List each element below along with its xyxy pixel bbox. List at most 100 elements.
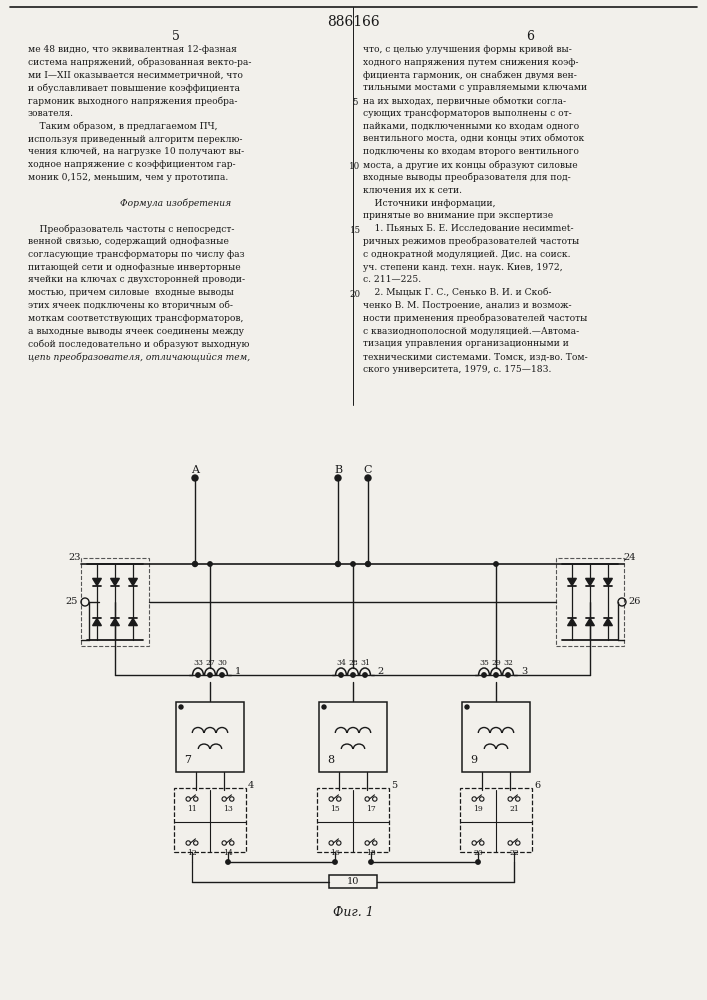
Text: питающей сети и однофазные инверторные: питающей сети и однофазные инверторные bbox=[28, 263, 240, 272]
Bar bbox=[460, 788, 532, 852]
Polygon shape bbox=[110, 578, 119, 586]
Text: с. 211—225.: с. 211—225. bbox=[363, 275, 421, 284]
Circle shape bbox=[179, 705, 183, 709]
Text: 24: 24 bbox=[624, 554, 636, 562]
Text: Таким образом, в предлагаемом ПЧ,: Таким образом, в предлагаемом ПЧ, bbox=[28, 122, 218, 131]
Text: подключены ко входам второго вентильного: подключены ко входам второго вентильного bbox=[363, 147, 579, 156]
Text: 34: 34 bbox=[336, 659, 346, 667]
Circle shape bbox=[322, 705, 326, 709]
Text: система напряжений, образованная векто­ра-: система напряжений, образованная векто­р… bbox=[28, 58, 252, 67]
Circle shape bbox=[192, 562, 197, 566]
Text: 15: 15 bbox=[349, 226, 361, 235]
Polygon shape bbox=[129, 578, 137, 586]
Circle shape bbox=[336, 562, 341, 566]
Text: B: B bbox=[334, 465, 342, 475]
Text: 26: 26 bbox=[629, 597, 641, 606]
Text: моста, а другие их концы образуют силовые: моста, а другие их концы образуют силовы… bbox=[363, 160, 578, 170]
Text: 9: 9 bbox=[470, 755, 477, 765]
Text: 5: 5 bbox=[352, 98, 358, 107]
Circle shape bbox=[465, 705, 469, 709]
Text: 6: 6 bbox=[526, 30, 534, 43]
Text: моник 0,152, меньшим, чем у прототипа.: моник 0,152, меньшим, чем у прототипа. bbox=[28, 173, 228, 182]
Bar bbox=[556, 558, 624, 646]
Text: ме 48 видно, что эквивалентная 12-фазная: ме 48 видно, что эквивалентная 12-фазная bbox=[28, 45, 237, 54]
Polygon shape bbox=[604, 618, 612, 626]
Text: 19: 19 bbox=[473, 805, 483, 813]
Text: ми I—XII оказывается несимметричной, что: ми I—XII оказывается несимметричной, что bbox=[28, 71, 243, 80]
Text: используя приведенный алгоритм переклю-: используя приведенный алгоритм переклю- bbox=[28, 135, 243, 144]
Text: 8: 8 bbox=[327, 755, 334, 765]
Circle shape bbox=[481, 673, 486, 677]
Circle shape bbox=[335, 475, 341, 481]
Bar bbox=[329, 875, 377, 888]
Text: 4: 4 bbox=[248, 782, 254, 790]
Polygon shape bbox=[585, 618, 595, 626]
Circle shape bbox=[339, 673, 343, 677]
Text: согласующие трансформаторы по числу фаз: согласующие трансформаторы по числу фаз bbox=[28, 250, 245, 259]
Circle shape bbox=[196, 673, 200, 677]
Polygon shape bbox=[568, 578, 576, 586]
Circle shape bbox=[351, 673, 355, 677]
Text: на их выходах, первичные обмотки согла-: на их выходах, первичные обмотки согла- bbox=[363, 96, 566, 106]
Text: 30: 30 bbox=[217, 659, 227, 667]
Text: Преобразователь частоты с непосредст-: Преобразователь частоты с непосредст- bbox=[28, 224, 235, 234]
Text: гармоник выходного напряжения преобра-: гармоник выходного напряжения преобра- bbox=[28, 96, 238, 106]
Text: что, с целью улучшения формы кривой вы-: что, с целью улучшения формы кривой вы- bbox=[363, 45, 572, 54]
Text: сующих трансформаторов выполнены с от-: сующих трансформаторов выполнены с от- bbox=[363, 109, 572, 118]
Text: ключения их к сети.: ключения их к сети. bbox=[363, 186, 462, 195]
Bar bbox=[174, 788, 246, 852]
Text: 11: 11 bbox=[187, 805, 197, 813]
Text: 14: 14 bbox=[223, 849, 233, 857]
Circle shape bbox=[208, 562, 212, 566]
Text: мостью, причем силовые  входные выводы: мостью, причем силовые входные выводы bbox=[28, 288, 234, 297]
Text: 29: 29 bbox=[491, 659, 501, 667]
Circle shape bbox=[220, 673, 224, 677]
Text: Формула изобретения: Формула изобретения bbox=[120, 199, 232, 208]
Text: собой последовательно и образуют выходную: собой последовательно и образуют выходну… bbox=[28, 339, 250, 349]
Text: 17: 17 bbox=[366, 805, 376, 813]
Text: а выходные выводы ячеек соединены между: а выходные выводы ячеек соединены между bbox=[28, 327, 244, 336]
Text: с однократной модуляцией. Дис. на соиск.: с однократной модуляцией. Дис. на соиск. bbox=[363, 250, 571, 259]
Text: пайками, подключенными ко входам одного: пайками, подключенными ко входам одного bbox=[363, 122, 579, 131]
Polygon shape bbox=[93, 618, 101, 626]
Circle shape bbox=[365, 475, 371, 481]
Text: Фиг. 1: Фиг. 1 bbox=[332, 906, 373, 918]
Text: 2: 2 bbox=[378, 666, 384, 676]
Text: цепь преобразователя, отличающийся тем,: цепь преобразователя, отличающийся тем, bbox=[28, 352, 250, 362]
Text: 13: 13 bbox=[223, 805, 233, 813]
Circle shape bbox=[493, 673, 498, 677]
Text: 31: 31 bbox=[360, 659, 370, 667]
Text: 15: 15 bbox=[330, 805, 340, 813]
Bar bbox=[462, 702, 530, 772]
Text: моткам соответствующих трансформаторов,: моткам соответствующих трансформаторов, bbox=[28, 314, 243, 323]
Text: 35: 35 bbox=[479, 659, 489, 667]
Text: 1: 1 bbox=[235, 666, 241, 676]
Text: ячейки на ключах с двухсторонней проводи-: ячейки на ключах с двухсторонней проводи… bbox=[28, 275, 245, 284]
Text: 3: 3 bbox=[521, 666, 527, 676]
Text: венной связью, содержащий однофазные: венной связью, содержащий однофазные bbox=[28, 237, 229, 246]
Text: 16: 16 bbox=[330, 849, 340, 857]
Circle shape bbox=[369, 860, 373, 864]
Text: 27: 27 bbox=[205, 659, 215, 667]
Text: 22: 22 bbox=[509, 849, 519, 857]
Circle shape bbox=[351, 562, 355, 566]
Text: этих ячеек подключены ко вторичным об-: этих ячеек подключены ко вторичным об- bbox=[28, 301, 233, 310]
Text: зователя.: зователя. bbox=[28, 109, 74, 118]
Text: техническими системами. Томск, изд-во. Том-: техническими системами. Томск, изд-во. Т… bbox=[363, 352, 588, 361]
Text: 5: 5 bbox=[391, 782, 397, 790]
Text: C: C bbox=[363, 465, 373, 475]
Text: 12: 12 bbox=[187, 849, 197, 857]
Bar bbox=[317, 788, 389, 852]
Text: 886166: 886166 bbox=[327, 15, 380, 29]
Text: фициента гармоник, он снабжен двумя вен-: фициента гармоник, он снабжен двумя вен- bbox=[363, 71, 577, 80]
Text: 5: 5 bbox=[172, 30, 180, 43]
Text: тизация управления организационными и: тизация управления организационными и bbox=[363, 339, 569, 348]
Text: ходное напряжение с коэффициентом гар-: ходное напряжение с коэффициентом гар- bbox=[28, 160, 235, 169]
Circle shape bbox=[226, 860, 230, 864]
Polygon shape bbox=[93, 578, 101, 586]
Text: принятые во внимание при экспертизе: принятые во внимание при экспертизе bbox=[363, 211, 553, 220]
Polygon shape bbox=[604, 578, 612, 586]
Text: 20: 20 bbox=[473, 849, 483, 857]
Circle shape bbox=[363, 673, 367, 677]
Text: 23: 23 bbox=[69, 554, 81, 562]
